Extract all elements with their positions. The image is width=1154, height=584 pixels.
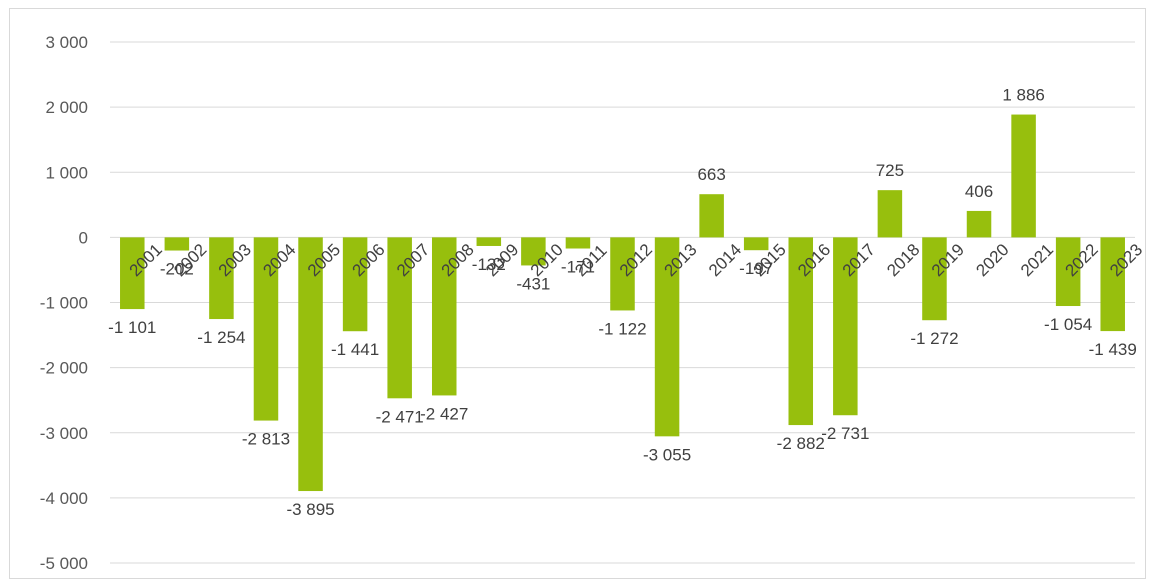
data-labels: -1 101 -202 -1 254 -2 813 -3 895 -1 441 -2 471… [108, 86, 1137, 519]
data-label: -3 895 [286, 500, 334, 519]
data-label: -2 882 [777, 434, 825, 453]
bar [521, 237, 546, 266]
bar [120, 237, 145, 310]
bar [253, 237, 279, 421]
data-label: -197 [739, 259, 773, 278]
data-label: -3 055 [643, 445, 691, 464]
data-label: 663 [697, 165, 725, 184]
data-label: -1 441 [331, 340, 379, 359]
x-tick-label: 2020 [972, 240, 1012, 280]
y-tick-label: 2 000 [45, 98, 88, 117]
bar [1011, 114, 1036, 238]
bar [209, 237, 234, 320]
bar [743, 237, 769, 251]
bar [610, 237, 635, 311]
y-tick-label: -2 000 [40, 359, 88, 378]
data-label: -171 [561, 258, 595, 277]
bar [565, 237, 591, 249]
bar [877, 190, 903, 238]
bar [654, 237, 680, 437]
y-axis-tick-labels: 3 000 2 000 1 000 0 -1 000 -2 000 -3 000 -4 000… [40, 33, 88, 573]
data-label: 1 886 [1002, 86, 1045, 105]
bar [1100, 237, 1125, 332]
data-label: -2 471 [376, 407, 424, 426]
bars [120, 114, 1125, 492]
data-label: -202 [160, 260, 194, 279]
y-tick-label: -1 000 [40, 294, 88, 313]
bar [387, 237, 412, 399]
data-label: -2 813 [242, 430, 290, 449]
bar [699, 194, 724, 238]
bar [476, 237, 502, 246]
data-label: -1 254 [197, 328, 245, 347]
gridlines [110, 41, 1135, 564]
data-label: -1 101 [108, 318, 156, 337]
x-tick-label: 2018 [883, 240, 923, 280]
y-tick-label: 0 [79, 228, 88, 247]
bar [966, 210, 992, 238]
data-label: -431 [516, 274, 550, 293]
data-label: -1 439 [1089, 340, 1137, 359]
bar [922, 237, 947, 321]
data-label: 725 [876, 161, 904, 180]
bar [164, 237, 190, 251]
bar [1055, 237, 1081, 307]
chart-area [9, 8, 1146, 579]
y-tick-label: -3 000 [40, 424, 88, 443]
bar [342, 237, 368, 332]
data-label: -1 272 [910, 329, 958, 348]
y-tick-label: -4 000 [40, 489, 88, 508]
bar [431, 237, 457, 396]
bar [788, 237, 814, 426]
data-label: -1 122 [598, 319, 646, 338]
x-axis-category-labels: 2001 2002 2003 2004 2005 2006 2007 2008 2009 2010… [126, 240, 1147, 280]
data-label: -1 054 [1044, 315, 1092, 334]
y-tick-label: -5 000 [40, 554, 88, 573]
x-tick-label: 2021 [1017, 240, 1057, 280]
data-label: -2 731 [821, 424, 869, 443]
y-tick-label: 1 000 [45, 163, 88, 182]
data-label: 406 [965, 182, 993, 201]
data-label: -2 427 [420, 404, 468, 423]
y-tick-label: 3 000 [45, 33, 88, 52]
bar [298, 237, 323, 492]
data-label: -132 [472, 255, 506, 274]
bar [833, 237, 858, 416]
